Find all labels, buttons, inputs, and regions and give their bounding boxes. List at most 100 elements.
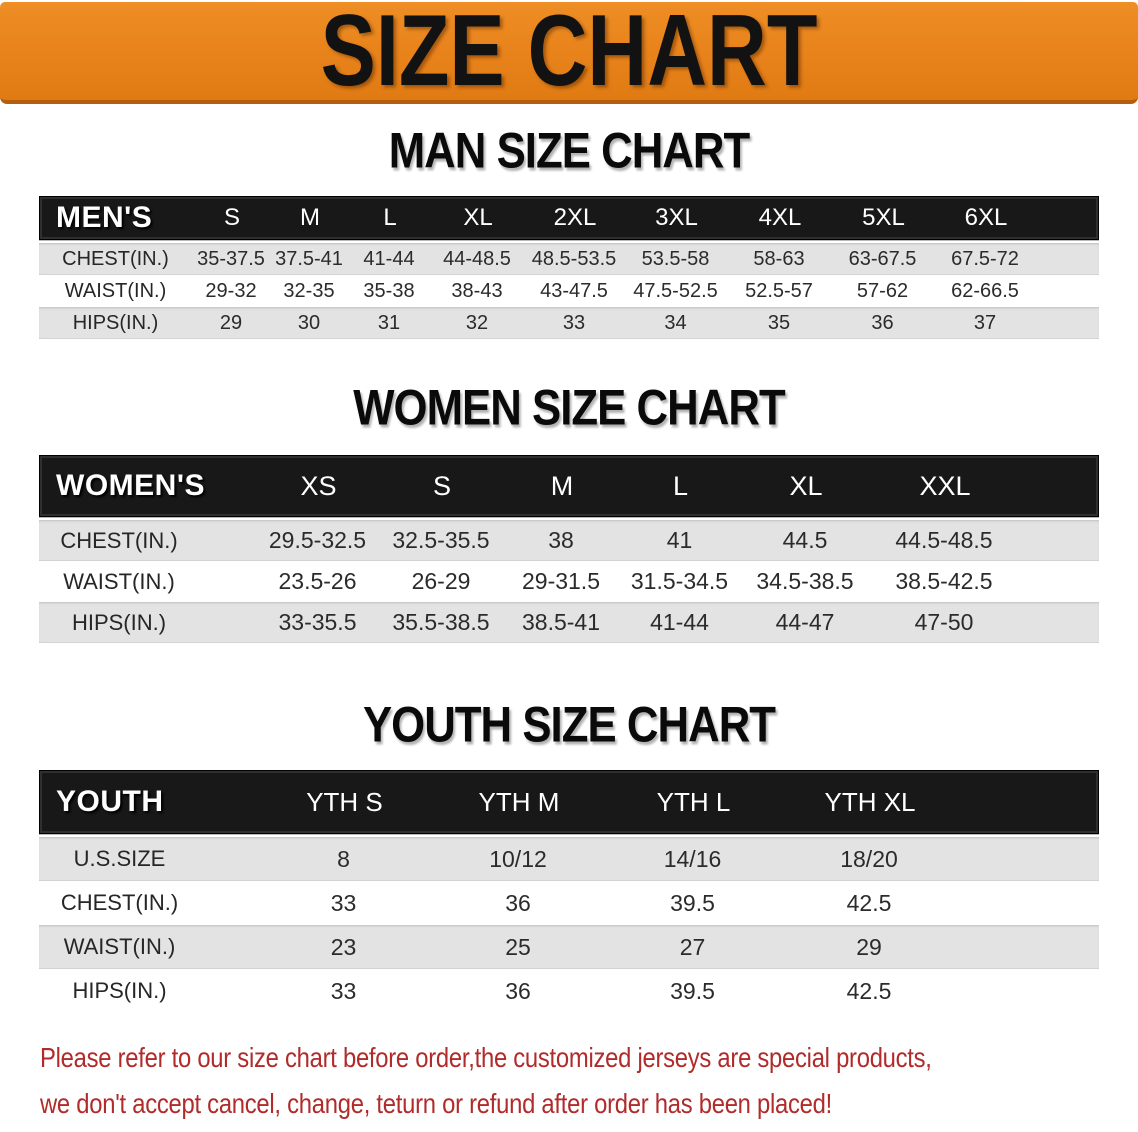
table-cell: 36 (505, 977, 531, 1004)
table-cell: 37 (973, 311, 997, 334)
table-cell: 26-29 (411, 568, 471, 594)
table-cell: 31 (377, 311, 401, 334)
table-cell: 42.5 (846, 977, 892, 1004)
table-row: WAIST(IN.) 23.5-26 26-29 29-31.5 31.5-34.5 34… (39, 561, 1099, 602)
table-cell: 18/20 (840, 845, 898, 872)
row-label: CHEST(IN.) (60, 527, 178, 553)
table-cell: 32-35 (283, 279, 335, 302)
youth-section-title: YOUTH SIZE CHART (362, 695, 776, 753)
column-header: XL (463, 204, 493, 231)
table-row: CHEST(IN.) 29.5-32.5 32.5-35.5 38 41 44.5 44.5… (39, 520, 1099, 561)
youth-size-table: YOUTH YTH S YTH M YTH L YTH XL U.S.SIZE 8 10/12… (39, 770, 1099, 1013)
table-cell: 33 (330, 977, 357, 1004)
table-cell: 23 (330, 933, 357, 960)
column-header: M (300, 204, 320, 231)
table-cell: 37.5-41 (275, 247, 343, 270)
table-cell: 38.5-41 (521, 609, 600, 635)
men-size-section: MAN SIZE CHART MEN'S S M L XL 2XL 3XL 4XL 5XL 6XL… (0, 121, 1138, 339)
column-header: 3XL (655, 204, 698, 231)
table-cell: 29 (856, 933, 882, 960)
row-label: CHEST(IN.) (60, 890, 179, 915)
table-cell: 25 (505, 933, 531, 960)
row-label: U.S.SIZE (73, 846, 166, 871)
column-header: S (223, 204, 240, 231)
row-label: WAIST(IN.) (63, 568, 175, 594)
table-cell: 33 (330, 889, 357, 916)
row-label: HIPS(IN.) (72, 978, 167, 1003)
notice-line: Please refer to our size chart before or… (40, 1037, 1138, 1083)
table-header-row: MEN'S S M L XL 2XL 3XL 4XL 5XL 6XL (39, 196, 1099, 240)
banner-title: SIZE CHART (320, 0, 818, 108)
table-cell: 33-35.5 (278, 609, 357, 635)
row-label: WAIST(IN.) (64, 279, 167, 302)
table-cell: 8 (337, 845, 350, 872)
table-row: HIPS(IN.) 33-35.5 35.5-38.5 38.5-41 41-44 44-… (39, 602, 1099, 643)
table-row: CHEST(IN.) 33 36 39.5 42.5 (39, 881, 1099, 925)
table-cell: 57-62 (856, 279, 909, 302)
table-cell: 35-38 (363, 279, 415, 302)
table-cell: 35 (767, 311, 791, 334)
row-label: HIPS(IN.) (71, 609, 167, 635)
table-cell: 36 (871, 311, 894, 334)
table-cell: 35-37.5 (197, 247, 265, 270)
row-label: HIPS(IN.) (72, 311, 159, 334)
men-size-table: MEN'S S M L XL 2XL 3XL 4XL 5XL 6XL CHEST(IN.) 35-37… (39, 196, 1099, 339)
table-cell: 32 (465, 311, 489, 334)
men-section-title: MAN SIZE CHART (388, 121, 751, 179)
notice-line-2: we don't accept cancel, change, teturn o… (40, 1088, 832, 1119)
column-header: YTH M (478, 786, 560, 817)
row-label: WAIST(IN.) (63, 934, 176, 959)
table-cell: 44.5-48.5 (895, 527, 993, 553)
column-header: 5XL (862, 204, 905, 231)
table-cell: 44-48.5 (443, 247, 511, 270)
table-row: CHEST(IN.) 35-37.5 37.5-41 41-44 44-48.5 48.5… (39, 243, 1099, 275)
notice-line-1: Please refer to our size chart before or… (40, 1042, 932, 1073)
table-cell: 29-31.5 (521, 568, 600, 594)
youth-size-section: YOUTH SIZE CHART YOUTH YTH S YTH M YTH L YTH… (0, 695, 1138, 1013)
column-header: 2XL (553, 204, 597, 231)
column-header: YTH L (656, 786, 731, 817)
column-header: XXL (919, 470, 971, 501)
table-row: U.S.SIZE 8 10/12 14/16 18/20 (39, 837, 1099, 881)
column-header: 6XL (964, 204, 1008, 231)
table-cell: 29.5-32.5 (268, 527, 367, 553)
table-group-label: YOUTH (56, 785, 164, 818)
table-cell: 39.5 (670, 889, 715, 916)
table-row: HIPS(IN.) 29 30 31 32 33 34 35 36 37 (39, 307, 1099, 339)
table-cell: 47-50 (914, 609, 974, 635)
table-cell: 10/12 (489, 845, 547, 872)
column-header: 4XL (758, 204, 802, 231)
row-label: CHEST(IN.) (62, 247, 169, 270)
table-cell: 52.5-57 (745, 279, 813, 302)
column-header: XL (789, 470, 823, 501)
table-group-label: WOMEN'S (56, 469, 205, 502)
table-cell: 38-43 (451, 279, 503, 302)
notice-line: we don't accept cancel, change, teturn o… (40, 1083, 1138, 1129)
table-cell: 47.5-52.5 (633, 279, 718, 302)
table-cell: 39.5 (670, 977, 715, 1004)
table-row: HIPS(IN.) 33 36 39.5 42.5 (39, 969, 1099, 1013)
table-cell: 48.5-53.5 (531, 247, 617, 270)
table-cell: 44.5 (782, 527, 828, 553)
table-cell: 35.5-38.5 (392, 609, 490, 635)
women-size-section: WOMEN SIZE CHART WOMEN'S XS S M L XL XXL CHEST(… (0, 381, 1138, 643)
table-cell: 67.5-72 (951, 247, 1019, 270)
table-cell: 34.5-38.5 (756, 568, 854, 594)
column-header: M (550, 470, 574, 501)
table-cell: 38 (548, 527, 574, 553)
table-cell: 62-66.5 (951, 279, 1019, 302)
table-cell: 36 (505, 889, 531, 916)
table-cell: 27 (679, 933, 706, 960)
table-cell: 42.5 (846, 889, 892, 916)
table-row: WAIST(IN.) 29-32 32-35 35-38 38-43 43-47.5 47.… (39, 275, 1099, 307)
women-size-table: WOMEN'S XS S M L XL XXL CHEST(IN.) 29.5-32.5 32.5… (39, 455, 1099, 643)
footer-notice: Please refer to our size chart before or… (0, 1037, 1138, 1129)
table-cell: 14/16 (663, 845, 722, 872)
table-header-row: WOMEN'S XS S M L XL XXL (39, 455, 1099, 517)
table-cell: 58-63 (753, 247, 805, 270)
table-cell: 32.5-35.5 (392, 527, 490, 553)
table-cell: 34 (664, 311, 687, 334)
table-cell: 41-44 (650, 609, 709, 635)
column-header: L (383, 204, 397, 231)
